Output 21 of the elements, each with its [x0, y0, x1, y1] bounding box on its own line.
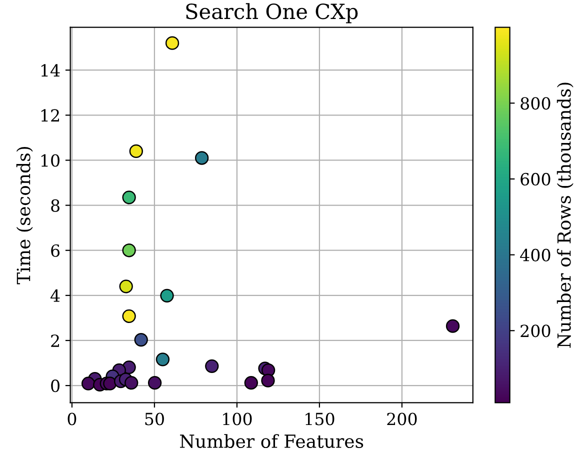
color-bar-title: Number of Rows (thousands): [556, 82, 574, 348]
color-bar-label: 800: [520, 97, 550, 110]
color-bar-label: 200: [520, 324, 550, 338]
y-tick-label: 2: [51, 334, 59, 347]
x-tick-label: 100: [223, 412, 252, 426]
y-tick-label: 4: [50, 289, 60, 302]
y-tick-label: 6: [51, 244, 60, 257]
x-tick-label: 50: [145, 412, 164, 426]
y-tick-label: 10: [41, 154, 60, 167]
y-tick-label: 0: [51, 380, 60, 392]
x-axis-title: Number of Features: [180, 434, 364, 448]
y-tick-label: 14: [41, 64, 60, 76]
y-tick-label: 8: [51, 199, 60, 212]
x-tick-label: 150: [306, 412, 334, 426]
x-tick-label: 200: [387, 412, 417, 426]
x-tick-label: 0: [68, 412, 76, 426]
y-axis-title: Time (seconds): [16, 146, 33, 284]
color-bar-label: 600: [520, 172, 550, 186]
y-tick-label: 12: [41, 109, 59, 122]
color-bar-label: 400: [520, 248, 550, 262]
chart-title: Search One CXp: [186, 3, 358, 24]
